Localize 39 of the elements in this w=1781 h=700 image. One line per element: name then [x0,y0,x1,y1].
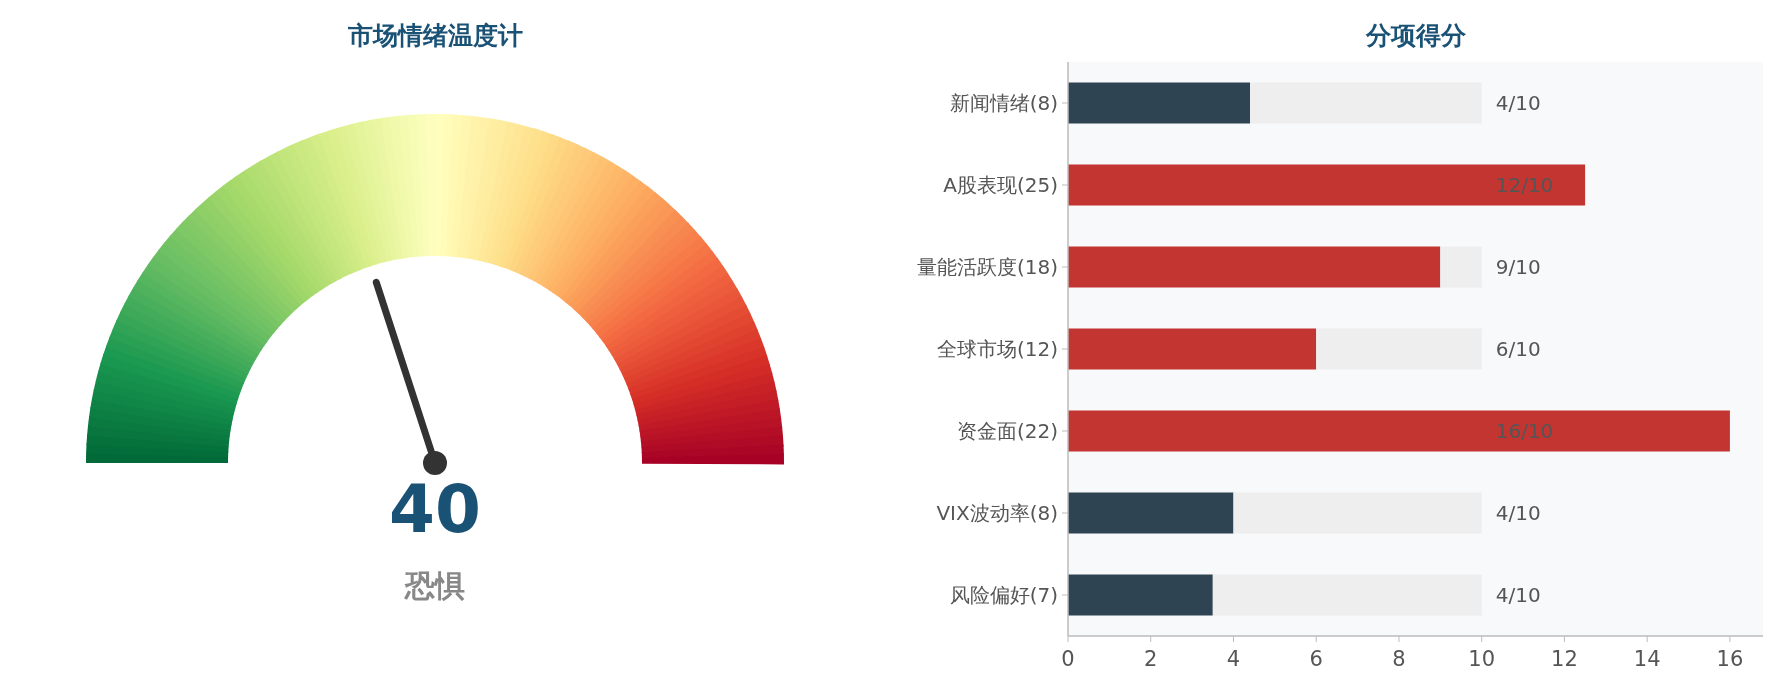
annotation: 4/10 [1495,501,1541,525]
bar [1068,328,1317,370]
bar [1068,410,1730,452]
bar [1212,574,1482,616]
annotation: 12/10 [1495,173,1554,197]
x-tick-label: 12 [1551,647,1578,671]
annotation: 9/10 [1495,255,1541,279]
x-tick-label: 10 [1468,647,1496,671]
bar [1316,328,1482,370]
bar [1068,164,1586,206]
y-tick-label: 风险偏好(7) [949,583,1058,607]
x-tick-label: 16 [1716,647,1744,671]
bar [1068,82,1251,124]
chart-title: 分项得分 [1364,21,1467,50]
bar [1233,492,1482,534]
bar [1068,492,1234,534]
bar [1250,82,1482,124]
text: 恐惧 [404,568,465,603]
annotation: 16/10 [1495,419,1554,443]
x-tick-label: 6 [1309,647,1323,671]
bar [1068,574,1213,616]
bar [1440,246,1482,288]
x-tick-label: 2 [1144,647,1158,671]
annotation: 4/10 [1495,91,1541,115]
text: 市场情绪温度计 [346,21,523,50]
x-tick-label: 0 [1061,647,1075,671]
annotation: 6/10 [1495,337,1541,361]
x-tick-label: 4 [1226,647,1241,671]
y-tick-label: VIX波动率(8) [936,501,1058,525]
y-tick-label: 资金面(22) [956,419,1058,443]
y-tick-label: 全球市场(12) [936,337,1058,361]
data-label: 40 [389,471,481,548]
y-tick-label: 量能活跃度(18) [916,255,1058,279]
y-tick-label: A股表现(25) [943,173,1058,197]
bar [1068,246,1441,288]
x-tick-label: 8 [1392,647,1406,671]
y-tick-label: 新闻情绪(8) [949,91,1058,115]
x-tick-label: 14 [1633,647,1661,671]
annotation: 4/10 [1495,583,1541,607]
